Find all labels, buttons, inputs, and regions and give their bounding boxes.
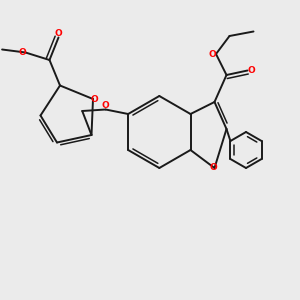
Text: O: O [55, 29, 62, 38]
Text: O: O [18, 48, 26, 57]
Text: O: O [91, 94, 98, 103]
Text: O: O [208, 50, 216, 58]
Text: O: O [209, 164, 217, 172]
Text: O: O [102, 101, 110, 110]
Text: O: O [247, 66, 255, 75]
